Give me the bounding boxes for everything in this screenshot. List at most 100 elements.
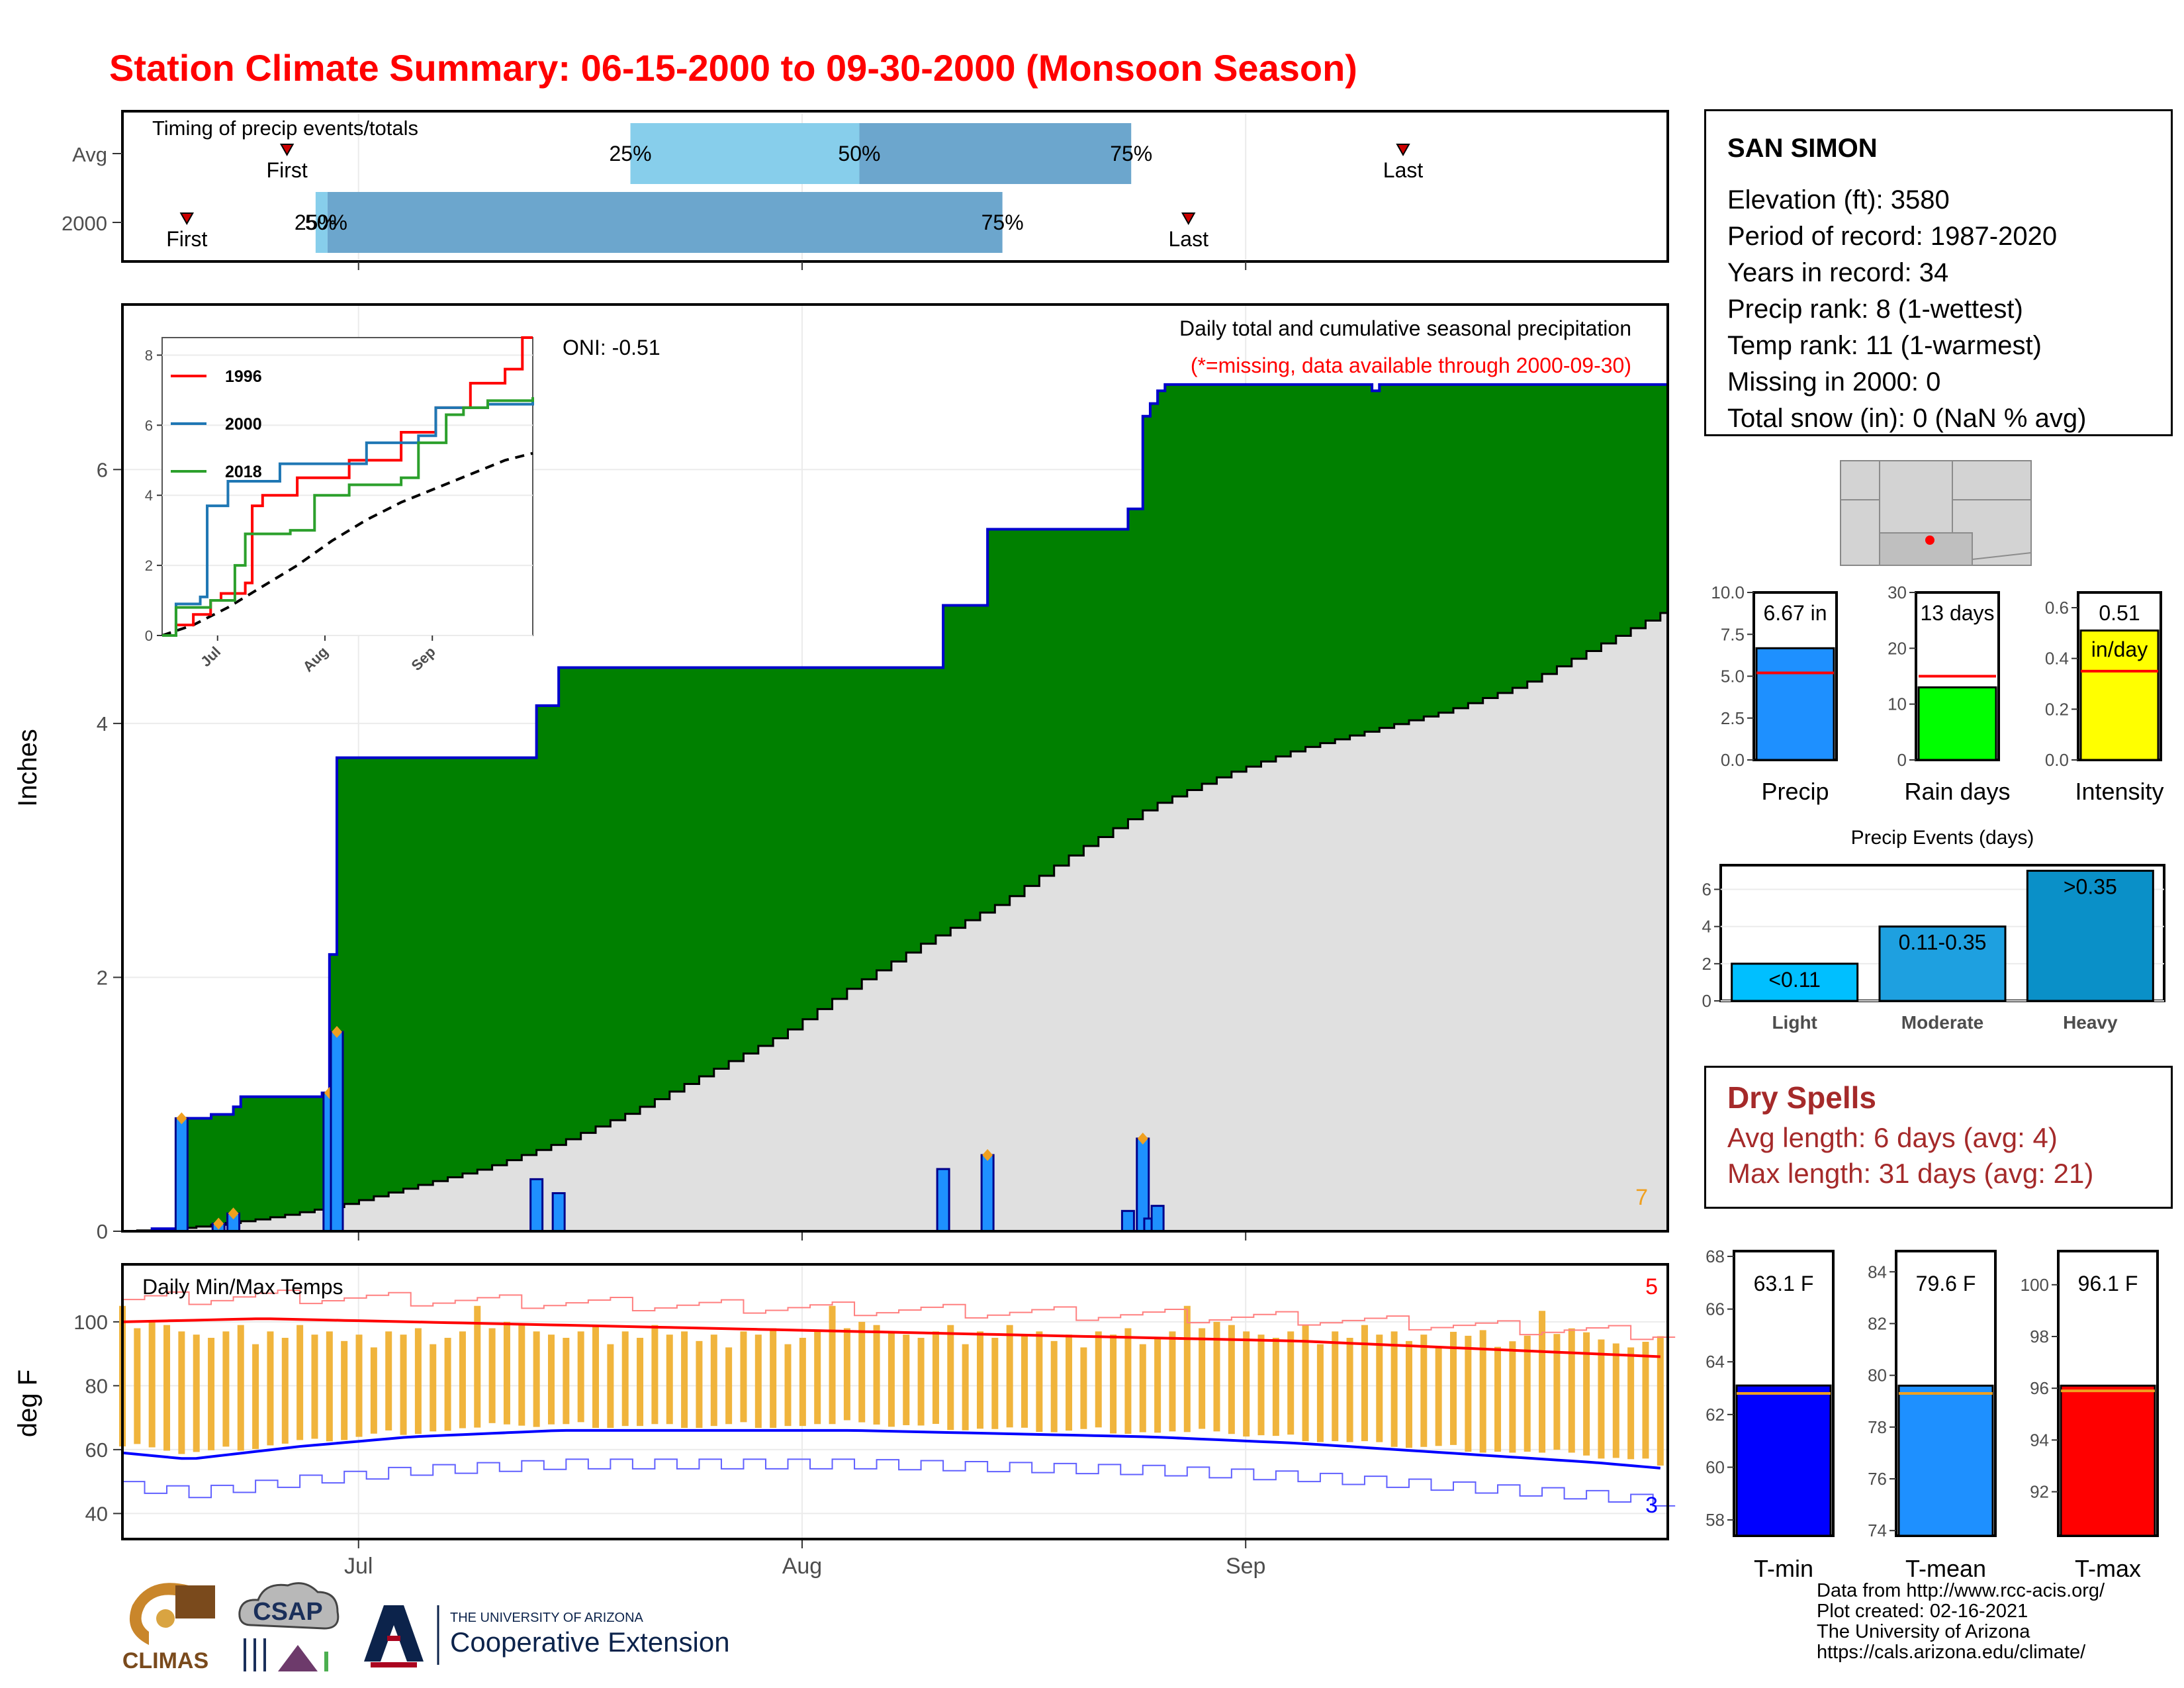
mini-y-tick-label: 0.0 [2045, 750, 2069, 770]
daily-temp-range-bar [592, 1325, 600, 1429]
mini-y-tick-label: 0.0 [1721, 750, 1745, 770]
daily-temp-range-bar [1199, 1328, 1206, 1429]
daily-temp-range-bar [947, 1325, 954, 1430]
station-snow: Total snow (in): 0 (NaN % avg) [1727, 404, 2087, 433]
daily-temp-range-bar [400, 1335, 407, 1435]
precip-y-tick-label: 6 [97, 458, 108, 481]
daily-temp-range-bar [1006, 1325, 1013, 1428]
mini-y-tick-label: 100 [2021, 1275, 2049, 1295]
temp-totals-chart: 58 60 62 64 66 68 63.1 F T-min 74 76 78 80 82 84 79.6 … [1706, 1246, 2159, 1582]
temp-y-tick-label: 60 [85, 1438, 108, 1462]
daily-temp-range-bar [488, 1328, 496, 1423]
inset-avg-line [161, 451, 533, 637]
daily-temp-range-bar [281, 1337, 289, 1444]
mini-panel-name: T-max [2075, 1555, 2141, 1582]
mini-y-tick-label: 64 [1706, 1352, 1725, 1372]
station-years: Years in record: 34 [1727, 258, 1949, 287]
source-line: The University of Arizona [1817, 1621, 2030, 1642]
daily-temp-range-bar [341, 1340, 348, 1440]
mini-value-bar-T-max [2060, 1384, 2156, 1537]
mini-value-label-Rain days: 13 days [1920, 601, 1994, 625]
daily-temp-range-bar [414, 1328, 422, 1434]
csap-logo: CSAP [238, 1582, 340, 1671]
daily-temp-range-bar [903, 1335, 910, 1425]
daily-precip-bar [1136, 1137, 1150, 1233]
inset-y-tick-label: 4 [145, 487, 153, 504]
mini-panel-name: T-min [1754, 1555, 1813, 1582]
daily-temp-range-bar [1139, 1344, 1146, 1432]
events-chart: Precip Events (days) 0 2 4 6 <0.11 Light 0.11-0… [1702, 827, 2165, 1033]
events-y-tick-label: 6 [1702, 880, 1711, 900]
source-line: Data from http://www.rcc-acis.org/ [1817, 1580, 2105, 1601]
inset-y-tick-label: 8 [145, 347, 153, 363]
daily-temp-range-bar [651, 1325, 659, 1425]
mini-value-label-T-max: 96.1 F [2078, 1272, 2138, 1295]
mini-y-tick-label: 92 [2030, 1482, 2049, 1502]
mini-y-tick-label: 66 [1706, 1299, 1725, 1319]
inset-legend-label: 1996 [225, 367, 262, 386]
daily-temp-range-bar [370, 1347, 377, 1434]
avg-max-temp-line [122, 1317, 1661, 1358]
events-bar-label: <0.11 [1768, 968, 1821, 992]
daily-temp-range-bar [976, 1331, 983, 1429]
x-tick-label: Aug [782, 1554, 823, 1579]
daily-temp-range-bar [607, 1344, 614, 1429]
climas-text: CLIMAS [122, 1648, 208, 1673]
timing-bar-25-50 [630, 123, 860, 184]
daily-temp-range-bar [1169, 1331, 1176, 1432]
daily-temp-range-bar [1405, 1340, 1412, 1448]
mini-y-tick-label: 30 [1888, 583, 1907, 602]
station-period: Period of record: 1987-2020 [1727, 222, 2058, 251]
daily-temp-range-bar [814, 1331, 821, 1425]
daily-temp-range-bar [547, 1335, 555, 1425]
timing-bar-50-75 [327, 192, 1003, 253]
station-temp-rank: Temp rank: 11 (1-warmest) [1727, 331, 2042, 360]
daily-temp-range-bar [991, 1337, 999, 1429]
temp-title: Daily Min/Max Temps [142, 1275, 343, 1299]
timing-bar-50-75 [859, 123, 1132, 184]
mini-value-bar-Precip [1755, 647, 1835, 761]
daily-temp-range-bar [208, 1337, 215, 1450]
daily-temp-range-bar [799, 1337, 806, 1427]
daily-temp-range-bar [962, 1344, 969, 1430]
source-line: Plot created: 02-16-2021 [1817, 1601, 2028, 1622]
precip-chart: 0 2 4 6 Daily total and cumulative seasonal … [13, 303, 1669, 1243]
daily-temp-range-bar [1553, 1334, 1561, 1450]
daily-precip-bar [1150, 1205, 1165, 1233]
daily-precip-marker [331, 1025, 342, 1038]
precip-frame [121, 303, 1669, 1233]
daily-temp-range-bar [326, 1331, 333, 1442]
mini-value-bar-T-min [1735, 1384, 1832, 1537]
events-category-label: Moderate [1901, 1012, 1983, 1033]
mini-y-tick-label: 80 [1868, 1366, 1887, 1385]
daily-temp-range-bar [1287, 1331, 1295, 1435]
timing-marker-last [1181, 212, 1196, 226]
station-info-box: SAN SIMON Elevation (ft): 3580 Period of… [1704, 109, 2173, 436]
events-y-tick-label: 4 [1702, 917, 1711, 937]
daily-temp-range-bar [444, 1337, 451, 1431]
daily-temp-range-bar [1479, 1330, 1486, 1453]
daily-temp-range-bar [873, 1325, 880, 1425]
events-bar [1731, 962, 1859, 1002]
daily-temp-range-bar [1509, 1341, 1516, 1453]
daily-precip-marker [213, 1217, 224, 1230]
temp-count-min: 3 [1645, 1493, 1658, 1518]
x-tick-label: Jul [344, 1554, 373, 1579]
mini-value-bar-Rain days [1917, 686, 1997, 761]
climas-logo: CLIMAS [122, 1583, 215, 1673]
station-precip-rank: Precip rank: 8 (1-wettest) [1727, 295, 2023, 324]
daily-temp-range-bar [1598, 1339, 1605, 1459]
timing-marker-first [279, 144, 295, 157]
daily-temp-range-bar [843, 1328, 850, 1421]
daily-temp-range-bar [1243, 1331, 1250, 1437]
daily-temp-range-bar [311, 1335, 318, 1439]
source-line: https://cals.arizona.edu/climate/ [1817, 1642, 2086, 1663]
timing-label-75: 75% [981, 211, 1024, 234]
daily-temp-range-bar [784, 1344, 792, 1427]
mini-y-tick-label: 58 [1706, 1510, 1725, 1530]
daily-temp-range-bar [1257, 1335, 1265, 1436]
daily-temp-range-bar [1228, 1325, 1235, 1434]
mini-y-tick-label: 78 [1868, 1417, 1887, 1437]
record-max-line [122, 1289, 1676, 1340]
